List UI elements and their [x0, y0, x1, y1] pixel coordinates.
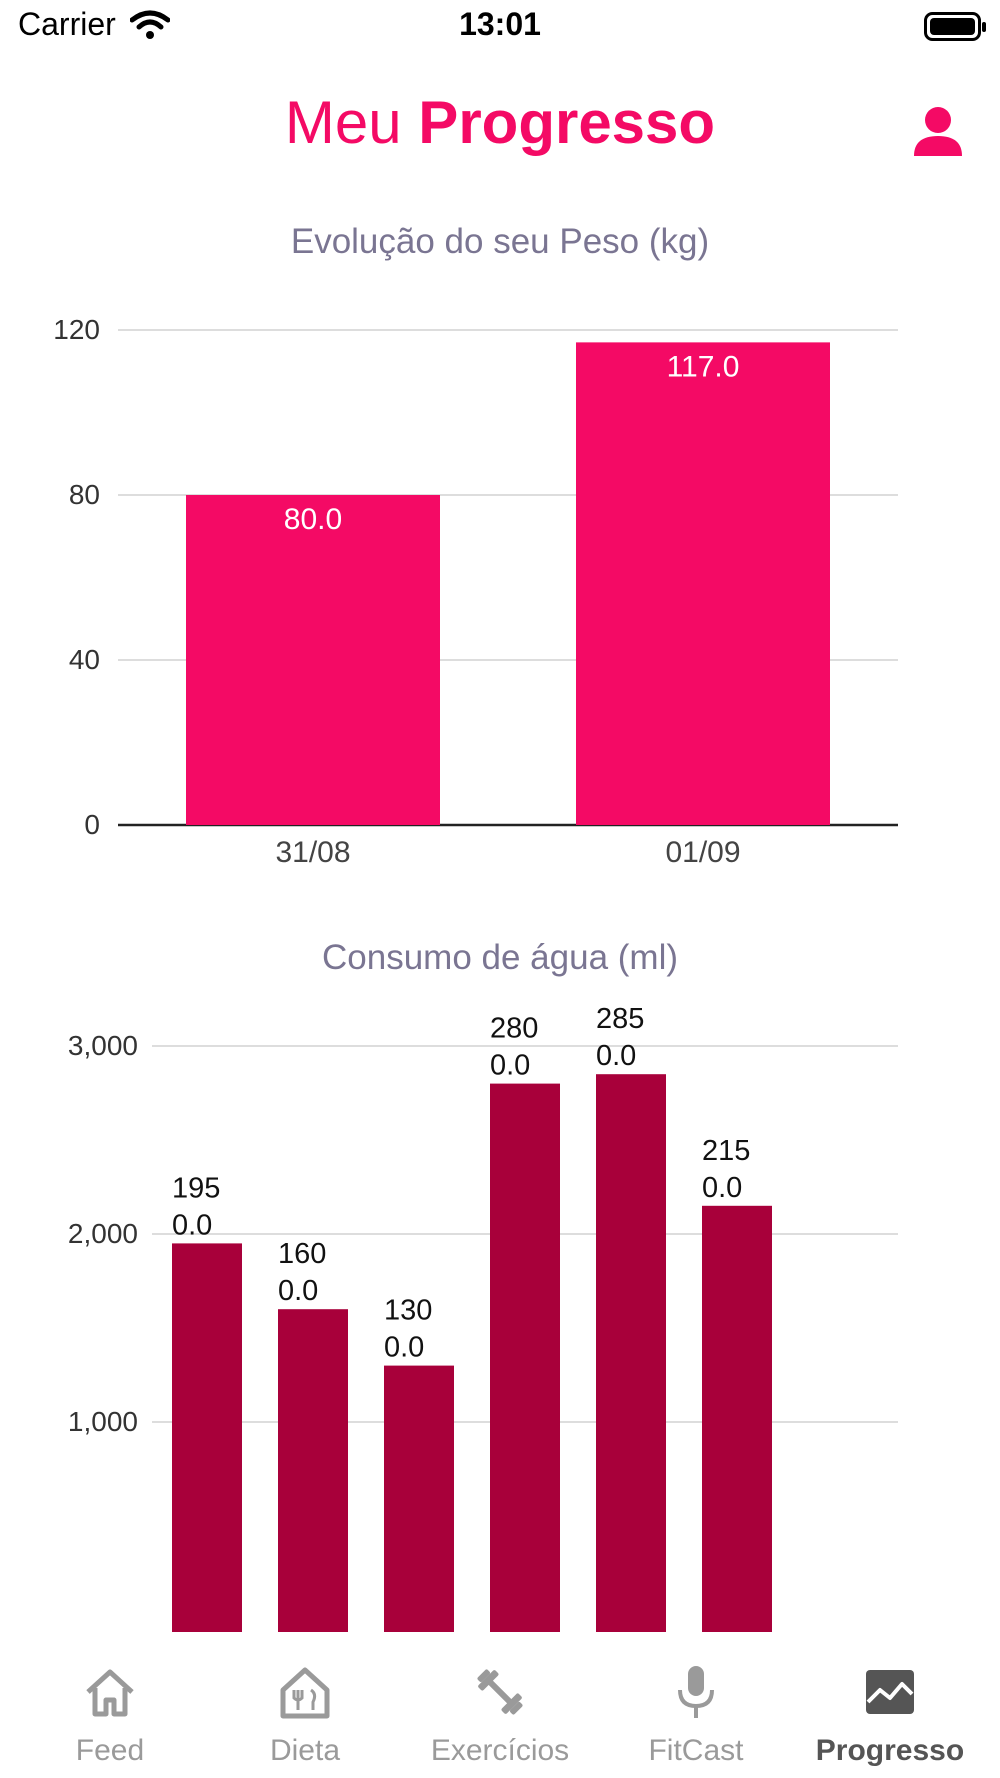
page-title: Meu Progresso [0, 88, 1000, 157]
tab-dieta[interactable]: Dieta [205, 1632, 405, 1778]
water-bar-value-label: 0.0 [172, 1209, 212, 1241]
battery-icon [924, 12, 988, 46]
dumbbell-icon [477, 1669, 523, 1715]
water-bar-value-label: 0.0 [596, 1040, 636, 1072]
weight-y-tick-label: 120 [53, 314, 100, 345]
tab-exercicios-label: Exercícios [430, 1734, 570, 1767]
water-bar [702, 1205, 772, 1632]
diet-icon [280, 1667, 330, 1719]
status-bar: Carrier 13:01 [0, 0, 1000, 60]
water-bar [384, 1365, 454, 1632]
weight-bar-value-label: 80.0 [284, 503, 342, 536]
page-title-bold: Progresso [418, 89, 716, 156]
water-chart: 1,000 2,000 3,000 195 0.0 160 0.0 130 0.0 280 0.0 2… [68, 1003, 898, 1632]
weight-chart: 0 40 80 120 80.0 31/08 117.0 01/09 [53, 314, 898, 869]
weight-chart-title: Evolução do seu Peso (kg) [290, 222, 710, 261]
wifi-icon [129, 10, 171, 44]
tab-feed[interactable]: Feed [10, 1632, 210, 1778]
water-bar-value-label: 130 [384, 1295, 432, 1327]
progress-chart-icon [866, 1670, 914, 1714]
clock: 13:01 [459, 6, 541, 42]
tab-progresso-label: Progresso [815, 1734, 965, 1767]
water-bar [172, 1243, 242, 1632]
tab-exercicios[interactable]: Exercícios [400, 1632, 600, 1778]
tab-dieta-label: Dieta [269, 1734, 341, 1767]
tab-fitcast[interactable]: FitCast [596, 1632, 796, 1778]
water-bar-value-label: 195 [172, 1172, 220, 1204]
weight-bar [186, 495, 440, 825]
carrier-label: Carrier [18, 6, 116, 42]
page-title-light: Meu [284, 89, 402, 156]
water-y-tick-label: 1,000 [68, 1406, 138, 1437]
tab-feed-label: Feed [75, 1734, 145, 1767]
weight-bar [576, 342, 830, 825]
water-bar-value-label: 215 [702, 1135, 750, 1167]
water-bar-value-label: 0.0 [278, 1275, 318, 1307]
weight-x-tick-label: 31/08 [275, 836, 350, 869]
water-bar-value-label: 160 [278, 1238, 326, 1270]
water-bar-value-label: 0.0 [702, 1172, 742, 1204]
water-bar-value-label: 0.0 [384, 1332, 424, 1364]
weight-y-tick-label: 40 [69, 644, 100, 675]
water-bar [490, 1083, 560, 1632]
water-chart-title: Consumo de água (ml) [322, 938, 678, 977]
weight-x-tick-label: 01/09 [665, 836, 740, 869]
water-bar [278, 1309, 348, 1632]
weight-bar-value-label: 117.0 [667, 350, 740, 383]
home-icon [86, 1669, 134, 1717]
microphone-icon [678, 1666, 714, 1718]
water-y-tick-label: 2,000 [68, 1218, 138, 1249]
water-bar-value-label: 285 [596, 1003, 644, 1035]
water-bar-value-label: 280 [490, 1013, 538, 1045]
tab-bar: Feed Dieta Exercícios FitCast [0, 1632, 1000, 1778]
weight-y-tick-label: 80 [69, 479, 100, 510]
water-bar-value-label: 0.0 [490, 1050, 530, 1082]
user-icon [914, 107, 962, 156]
water-bar [596, 1074, 666, 1632]
profile-button[interactable] [906, 100, 970, 164]
tab-fitcast-label: FitCast [648, 1734, 744, 1767]
tab-progresso[interactable]: Progresso [790, 1632, 990, 1778]
weight-y-tick-label: 0 [84, 809, 100, 840]
water-y-tick-label: 3,000 [68, 1030, 138, 1061]
